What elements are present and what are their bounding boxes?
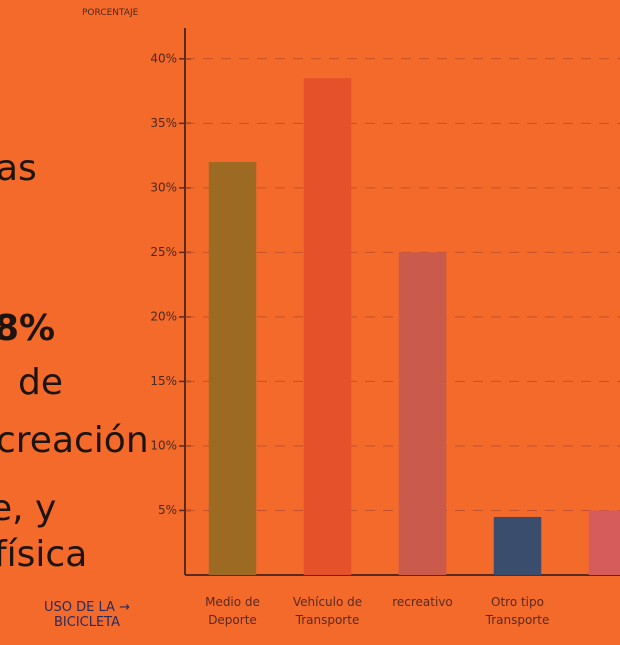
side-text: 8% xyxy=(0,308,56,349)
x-tick-label: recreativo xyxy=(392,595,453,609)
side-text: e, y xyxy=(0,488,57,529)
y-tick-label: 5% xyxy=(158,503,177,517)
bar xyxy=(208,162,257,576)
x-tick-label: Otro tipo Transporte xyxy=(485,595,550,627)
side-text: física xyxy=(0,534,88,575)
side-text: creación xyxy=(0,420,149,461)
y-tick-label: 10% xyxy=(150,438,177,452)
bar xyxy=(493,516,542,575)
y-tick-label: 30% xyxy=(150,180,177,194)
y-tick-label: 20% xyxy=(150,309,177,323)
side-text: as xyxy=(0,148,37,189)
y-tick-label: 40% xyxy=(150,51,177,65)
y-tick-label: 35% xyxy=(150,116,177,130)
x-axis-label: USO DE LA → BICICLETA xyxy=(44,600,130,630)
y-tick-label: 15% xyxy=(150,374,177,388)
side-text: de xyxy=(18,362,63,403)
x-tick-label: Medio de Deporte xyxy=(205,595,260,627)
y-axis-label: PORCENTAJE xyxy=(82,8,139,18)
bar xyxy=(398,252,447,575)
y-tick-label: 25% xyxy=(150,245,177,259)
x-tick-label: Vehículo de Transporte xyxy=(292,595,363,627)
bar xyxy=(303,78,352,576)
bar xyxy=(588,510,620,575)
